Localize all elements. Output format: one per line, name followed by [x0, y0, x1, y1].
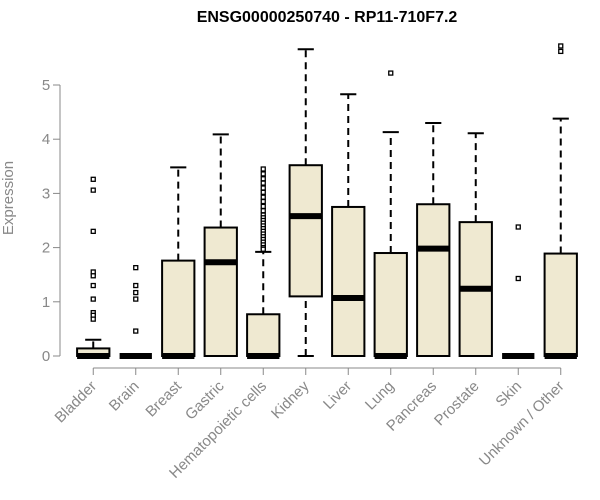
outlier-point [558, 43, 564, 49]
box-prostate [458, 132, 493, 357]
outlier-point [133, 282, 139, 289]
outlier-point [90, 282, 96, 289]
outlier-point [515, 275, 521, 282]
box-body [331, 205, 366, 357]
x-tick-label: Prostate [431, 378, 483, 430]
outlier-point [133, 328, 139, 334]
outlier-point [90, 187, 96, 193]
x-tick-label: Bladder [51, 378, 100, 427]
outlier-point [260, 176, 266, 182]
y-tick-label: 4 [42, 131, 50, 148]
box-liver [331, 93, 366, 357]
box-skin [502, 224, 535, 359]
box-body [416, 203, 451, 357]
outlier-point [558, 48, 564, 55]
box-body [203, 226, 238, 357]
x-tick-label: Liver [320, 378, 355, 413]
outlier-point [133, 265, 139, 271]
outlier-point [260, 198, 266, 205]
outlier-point [260, 185, 266, 191]
box-kidney [288, 48, 323, 357]
outlier-point [133, 296, 139, 302]
box-body [161, 259, 196, 357]
box-brain [119, 265, 152, 359]
outlier-point [260, 194, 266, 200]
outlier-point [90, 296, 96, 302]
box-body [288, 164, 323, 298]
box-breast [161, 166, 196, 359]
x-tick-label: Skin [492, 378, 525, 411]
y-tick-label: 5 [42, 77, 50, 94]
box-bladder [76, 176, 111, 359]
boxes [76, 43, 578, 359]
box-gastric [203, 133, 238, 357]
outlier-point [133, 289, 139, 296]
outlier-point [90, 176, 96, 182]
outlier-point [90, 316, 96, 322]
outlier-point [515, 224, 521, 230]
outlier-point [260, 246, 266, 252]
box-body [543, 252, 578, 357]
outlier-point [90, 273, 96, 279]
outlier-point [260, 171, 266, 177]
y-axis-label: Expression [0, 161, 17, 235]
box-pancreas [416, 121, 451, 357]
outlier-point [90, 228, 96, 234]
outlier-point [260, 189, 266, 195]
x-tick-label: Lung [362, 378, 398, 414]
outlier-point [260, 166, 266, 172]
box-hematopoietic-cells [246, 166, 281, 359]
chart-title: ENSG00000250740 - RP11-710F7.2 [197, 9, 458, 26]
x-tick-label: Kidney [268, 377, 313, 422]
x-tick-label: Breast [142, 377, 185, 420]
y-tick-label: 3 [42, 185, 50, 202]
outlier-point [260, 180, 266, 186]
y-tick-label: 0 [42, 348, 50, 365]
box-body [373, 252, 408, 358]
outlier-point [260, 208, 266, 214]
box-body [246, 313, 281, 357]
y-tick-label: 2 [42, 240, 50, 257]
y-tick-label: 1 [42, 294, 50, 311]
x-tick-label: Brain [106, 378, 143, 415]
box-unknown-other [543, 43, 578, 359]
outlier-point [388, 70, 394, 76]
box-lung [373, 70, 408, 359]
outlier-point [260, 203, 266, 210]
